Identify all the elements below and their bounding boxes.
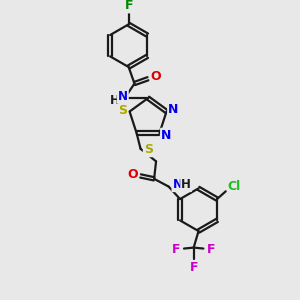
Text: H: H <box>181 178 191 191</box>
Text: Cl: Cl <box>228 180 241 193</box>
Text: O: O <box>151 70 161 83</box>
Text: S: S <box>144 143 153 156</box>
Text: N: N <box>118 90 128 103</box>
Text: H: H <box>110 94 120 106</box>
Text: S: S <box>118 104 127 117</box>
Text: F: F <box>207 243 215 256</box>
Text: F: F <box>124 0 133 12</box>
Text: N: N <box>168 103 178 116</box>
Text: O: O <box>128 169 138 182</box>
Text: N: N <box>172 178 182 191</box>
Text: F: F <box>172 243 181 256</box>
Text: N: N <box>161 129 172 142</box>
Text: F: F <box>189 262 198 275</box>
